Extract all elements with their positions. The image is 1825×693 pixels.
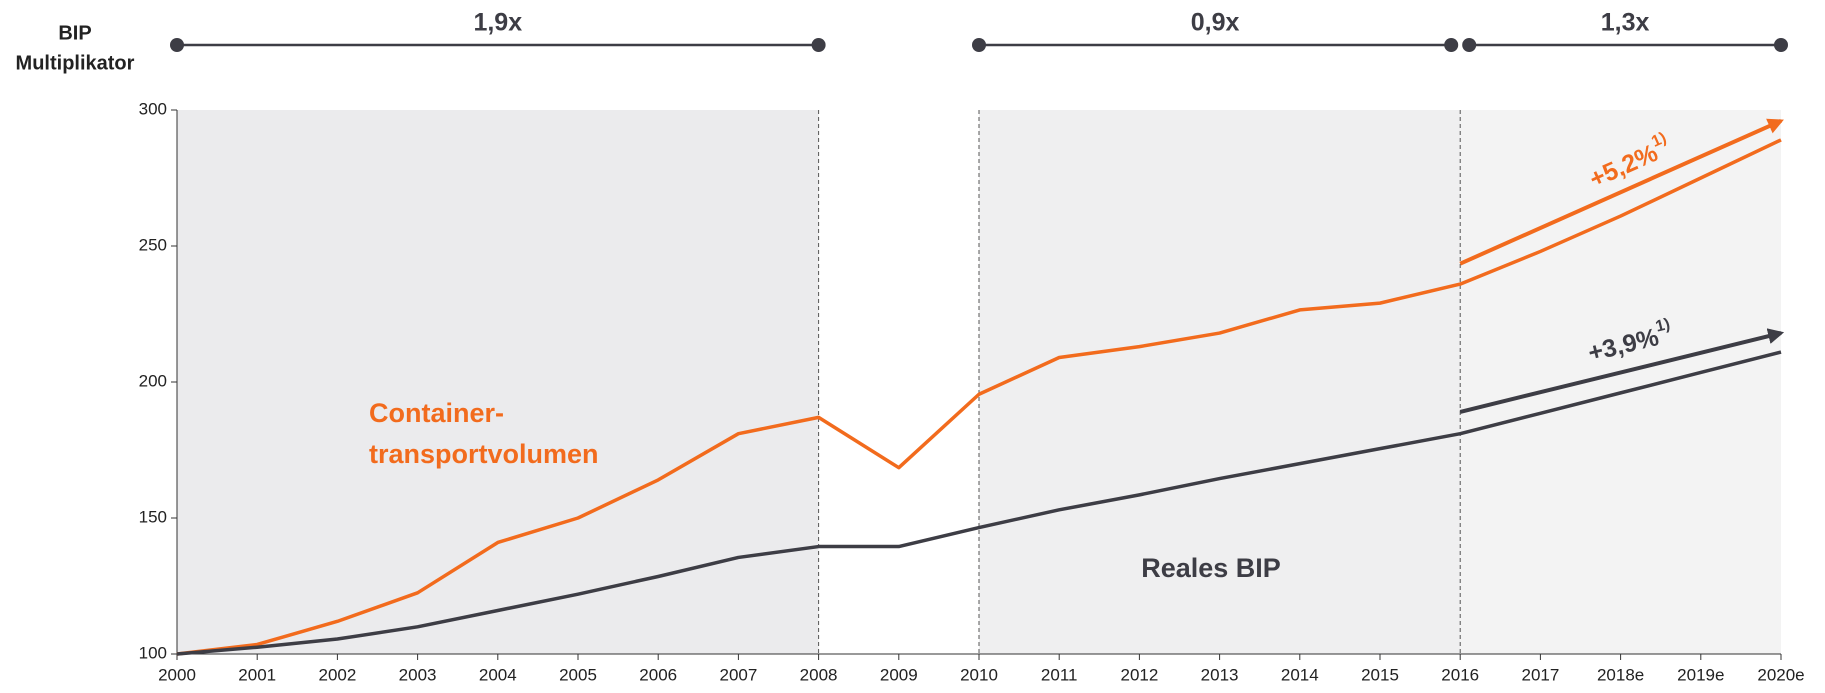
period-dot (972, 38, 986, 52)
period-shade (177, 110, 819, 654)
x-tick-label: 2000 (158, 665, 196, 684)
x-tick-label: 2016 (1441, 665, 1479, 684)
x-tick-label: 2002 (318, 665, 356, 684)
y-tick-label: 200 (139, 371, 167, 390)
period-shade (979, 110, 1461, 654)
period-dot (1774, 38, 1788, 52)
period-label: 1,9x (473, 9, 522, 37)
trend-note: 1) (1649, 130, 1669, 151)
x-tick-label: 2004 (479, 665, 517, 684)
x-tick-label: 2019e (1677, 665, 1724, 684)
series-line (176, 350, 1782, 656)
x-tick-label: 2013 (1201, 665, 1239, 684)
period-label: 1,3x (1601, 9, 1650, 37)
series-label: Reales BIP (1141, 553, 1281, 583)
trend-arrow (1459, 118, 1784, 266)
period-dot (811, 38, 826, 52)
x-tick-label: 2007 (719, 665, 757, 684)
period-dot (1462, 38, 1477, 52)
x-tick-label: 2006 (639, 665, 677, 684)
x-tick-label: 2001 (238, 665, 276, 684)
x-tick-label: 2003 (399, 665, 437, 684)
series-label: Container- (369, 398, 504, 428)
axis-label: BIP (58, 22, 91, 44)
y-tick-label: 250 (139, 235, 167, 254)
x-tick-label: 2010 (960, 665, 998, 684)
x-tick-label: 2012 (1120, 665, 1158, 684)
x-tick-label: 2009 (880, 665, 918, 684)
period-dot (1444, 38, 1459, 52)
x-tick-label: 2020e (1757, 665, 1804, 684)
series-line (176, 138, 1782, 656)
period-dot (170, 38, 184, 52)
y-tick-label: 100 (139, 643, 167, 662)
series-label: transportvolumen (369, 439, 599, 469)
y-tick-label: 300 (139, 99, 167, 118)
trend-note: 1) (1654, 316, 1672, 336)
trend-arrow (1459, 328, 1785, 414)
x-tick-label: 2011 (1041, 665, 1078, 684)
x-tick-label: 2014 (1281, 665, 1319, 684)
x-tick-label: 2017 (1521, 665, 1559, 684)
period-label: 0,9x (1191, 9, 1240, 37)
y-tick-label: 150 (139, 507, 167, 526)
x-tick-label: 2008 (800, 665, 838, 684)
x-tick-label: 2005 (559, 665, 597, 684)
x-tick-label: 2018e (1597, 665, 1644, 684)
axis-label: Multiplikator (16, 52, 135, 74)
period-shade (1460, 110, 1781, 654)
x-tick-label: 2015 (1361, 665, 1399, 684)
